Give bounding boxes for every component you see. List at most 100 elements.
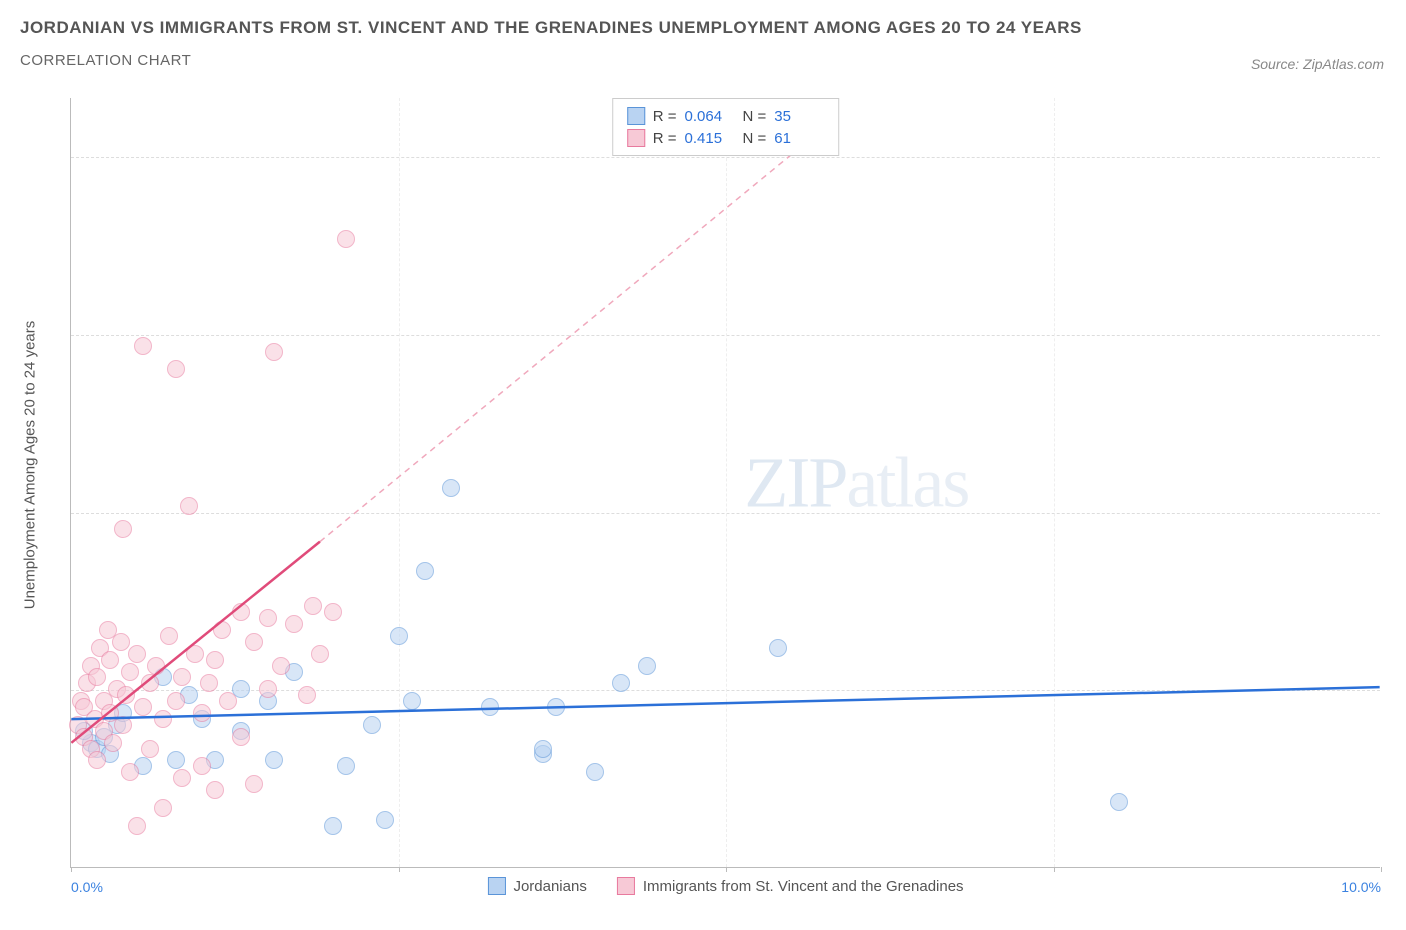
scatter-plot: ZIPatlas R =0.064N =35R =0.415N =61 Jord… xyxy=(70,98,1380,868)
legend-r-value: 0.415 xyxy=(685,130,735,147)
watermark: ZIPatlas xyxy=(744,441,968,524)
page-subtitle: CORRELATION CHART xyxy=(20,52,1082,69)
data-point xyxy=(304,597,322,615)
x-tick-label: 10.0% xyxy=(1341,879,1381,895)
data-point xyxy=(232,603,250,621)
legend-series-label: Jordanians xyxy=(513,878,586,895)
data-point xyxy=(213,621,231,639)
data-point xyxy=(265,751,283,769)
data-point xyxy=(285,615,303,633)
legend-series: Jordanians Immigrants from St. Vincent an… xyxy=(487,877,963,895)
data-point xyxy=(141,740,159,758)
legend-series-item: Jordanians xyxy=(487,877,586,895)
x-tick-mark xyxy=(726,867,727,872)
data-point xyxy=(128,645,146,663)
data-point xyxy=(638,657,656,675)
data-point xyxy=(173,668,191,686)
data-point xyxy=(219,692,237,710)
data-point xyxy=(534,740,552,758)
data-point xyxy=(193,757,211,775)
legend-r-label: R = xyxy=(653,108,677,125)
data-point xyxy=(193,704,211,722)
legend-correlation: R = 0.064 N = 35 R = 0.415 N = 61 xyxy=(612,98,840,156)
y-tick-label: 15.0% xyxy=(1390,682,1406,698)
data-point xyxy=(1110,793,1128,811)
data-point xyxy=(416,562,434,580)
legend-r-value: 0.064 xyxy=(685,108,735,125)
legend-n-label: N = xyxy=(743,108,767,125)
data-point xyxy=(167,692,185,710)
data-point xyxy=(141,674,159,692)
legend-series-label: Immigrants from St. Vincent and the Gren… xyxy=(643,878,964,895)
x-tick-mark xyxy=(1054,867,1055,872)
trend-line xyxy=(320,133,817,541)
data-point xyxy=(298,686,316,704)
data-point xyxy=(245,633,263,651)
legend-swatch xyxy=(617,877,635,895)
data-point xyxy=(259,680,277,698)
data-point xyxy=(324,603,342,621)
y-tick-label: 30.0% xyxy=(1390,505,1406,521)
legend-swatch xyxy=(627,107,645,125)
data-point xyxy=(117,686,135,704)
data-point xyxy=(112,633,130,651)
data-point xyxy=(147,657,165,675)
data-point xyxy=(403,692,421,710)
data-point xyxy=(206,781,224,799)
legend-correlation-row: R = 0.415 N = 61 xyxy=(627,127,825,149)
data-point xyxy=(167,751,185,769)
x-tick-mark xyxy=(71,867,72,872)
gridline-v xyxy=(726,98,727,867)
data-point xyxy=(134,698,152,716)
data-point xyxy=(363,716,381,734)
data-point xyxy=(88,668,106,686)
legend-r-label: R = xyxy=(653,130,677,147)
data-point xyxy=(114,716,132,734)
gridline-v xyxy=(399,98,400,867)
legend-n-value: 35 xyxy=(774,108,824,125)
data-point xyxy=(154,710,172,728)
data-point xyxy=(121,763,139,781)
legend-swatch xyxy=(627,129,645,147)
data-point xyxy=(104,734,122,752)
data-point xyxy=(167,360,185,378)
data-point xyxy=(121,663,139,681)
data-point xyxy=(547,698,565,716)
data-point xyxy=(154,799,172,817)
data-point xyxy=(337,230,355,248)
data-point xyxy=(206,651,224,669)
y-tick-label: 45.0% xyxy=(1390,327,1406,343)
y-tick-label: 60.0% xyxy=(1390,149,1406,165)
data-point xyxy=(160,627,178,645)
data-point xyxy=(324,817,342,835)
legend-n-value: 61 xyxy=(774,130,824,147)
source-attribution: Source: ZipAtlas.com xyxy=(1251,56,1384,72)
x-tick-mark xyxy=(399,867,400,872)
data-point xyxy=(114,520,132,538)
data-point xyxy=(173,769,191,787)
data-point xyxy=(376,811,394,829)
data-point xyxy=(186,645,204,663)
data-point xyxy=(442,479,460,497)
data-point xyxy=(232,728,250,746)
legend-correlation-row: R = 0.064 N = 35 xyxy=(627,105,825,127)
data-point xyxy=(769,639,787,657)
data-point xyxy=(245,775,263,793)
data-point xyxy=(128,817,146,835)
data-point xyxy=(180,497,198,515)
data-point xyxy=(390,627,408,645)
data-point xyxy=(337,757,355,775)
legend-swatch xyxy=(487,877,505,895)
data-point xyxy=(101,651,119,669)
data-point xyxy=(481,698,499,716)
data-point xyxy=(134,337,152,355)
data-point xyxy=(311,645,329,663)
legend-series-item: Immigrants from St. Vincent and the Gren… xyxy=(617,877,964,895)
data-point xyxy=(200,674,218,692)
x-tick-label: 0.0% xyxy=(71,879,103,895)
x-tick-mark xyxy=(1381,867,1382,872)
legend-n-label: N = xyxy=(743,130,767,147)
page-title: JORDANIAN VS IMMIGRANTS FROM ST. VINCENT… xyxy=(20,18,1082,38)
y-axis-label: Unemployment Among Ages 20 to 24 years xyxy=(22,321,39,610)
data-point xyxy=(272,657,290,675)
